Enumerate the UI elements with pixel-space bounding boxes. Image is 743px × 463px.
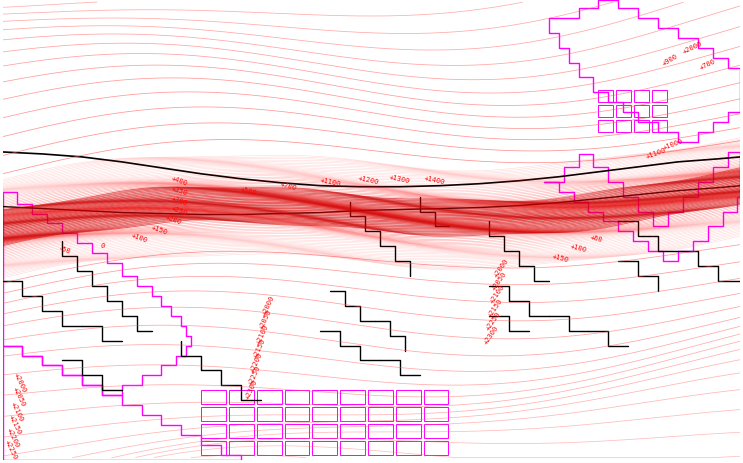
Bar bbox=[340, 441, 365, 455]
Bar bbox=[424, 407, 449, 421]
Text: +1000: +1000 bbox=[662, 138, 684, 150]
Bar bbox=[368, 441, 393, 455]
Bar bbox=[229, 407, 254, 421]
Bar bbox=[368, 407, 393, 421]
Bar bbox=[201, 407, 226, 421]
Text: +2000: +2000 bbox=[13, 371, 27, 393]
Text: +150: +150 bbox=[552, 253, 570, 263]
Bar bbox=[257, 441, 282, 455]
Bar bbox=[312, 407, 337, 421]
Bar bbox=[257, 424, 282, 438]
Bar bbox=[201, 441, 226, 455]
Bar bbox=[424, 441, 449, 455]
Bar bbox=[257, 390, 282, 404]
Text: +60: +60 bbox=[589, 234, 603, 243]
Bar bbox=[635, 120, 649, 132]
Text: +900: +900 bbox=[661, 53, 679, 66]
Text: +2150: +2150 bbox=[487, 297, 504, 318]
Bar bbox=[396, 441, 421, 455]
Bar bbox=[340, 390, 365, 404]
Bar bbox=[598, 105, 613, 117]
Text: +150: +150 bbox=[151, 225, 169, 236]
Bar bbox=[312, 441, 337, 455]
Bar bbox=[424, 390, 449, 404]
Text: +2150: +2150 bbox=[253, 338, 267, 359]
Bar bbox=[635, 90, 649, 102]
Bar bbox=[285, 441, 309, 455]
Text: +2300: +2300 bbox=[483, 324, 500, 345]
Bar bbox=[396, 407, 421, 421]
Bar bbox=[229, 424, 254, 438]
Text: +2250: +2250 bbox=[484, 310, 502, 331]
Bar bbox=[285, 424, 309, 438]
Text: +1100: +1100 bbox=[319, 178, 341, 188]
Bar bbox=[616, 105, 632, 117]
Text: +2000: +2000 bbox=[682, 40, 704, 55]
Text: +1300: +1300 bbox=[389, 174, 411, 184]
Bar bbox=[285, 390, 309, 404]
Text: +2050: +2050 bbox=[259, 309, 273, 331]
Bar bbox=[598, 90, 613, 102]
Text: +100: +100 bbox=[570, 243, 588, 253]
Text: +2300: +2300 bbox=[244, 378, 258, 400]
Text: +2100: +2100 bbox=[489, 283, 506, 304]
Bar bbox=[201, 390, 226, 404]
Bar bbox=[229, 441, 254, 455]
Text: +2000: +2000 bbox=[493, 258, 510, 279]
Bar bbox=[312, 424, 337, 438]
Text: +200: +200 bbox=[164, 215, 182, 226]
Text: -50: -50 bbox=[57, 245, 71, 255]
Bar bbox=[652, 105, 667, 117]
Bar bbox=[652, 120, 667, 132]
Bar bbox=[598, 120, 613, 132]
Bar bbox=[635, 105, 649, 117]
Text: +700: +700 bbox=[279, 181, 297, 192]
Text: +1200: +1200 bbox=[357, 175, 379, 186]
Bar bbox=[201, 424, 226, 438]
Bar bbox=[652, 90, 667, 102]
Text: +2150: +2150 bbox=[7, 414, 22, 436]
Text: +350: +350 bbox=[170, 185, 188, 196]
Text: +2050: +2050 bbox=[490, 270, 507, 292]
Text: +400: +400 bbox=[170, 175, 188, 187]
Bar bbox=[396, 424, 421, 438]
Bar bbox=[368, 424, 393, 438]
Bar bbox=[396, 390, 421, 404]
Text: +2250: +2250 bbox=[247, 364, 261, 386]
Text: +2100: +2100 bbox=[256, 324, 270, 345]
Bar bbox=[340, 407, 365, 421]
Text: +300: +300 bbox=[170, 195, 188, 206]
Text: +700: +700 bbox=[698, 58, 717, 71]
Text: +1100: +1100 bbox=[645, 148, 667, 160]
Text: +2250: +2250 bbox=[3, 439, 18, 461]
Bar bbox=[285, 407, 309, 421]
Bar bbox=[368, 390, 393, 404]
Text: +2050: +2050 bbox=[11, 386, 26, 408]
Bar bbox=[312, 390, 337, 404]
Bar bbox=[424, 424, 449, 438]
Text: +2000: +2000 bbox=[262, 295, 276, 317]
Text: +500: +500 bbox=[240, 187, 258, 197]
Bar bbox=[229, 390, 254, 404]
Text: +2100: +2100 bbox=[9, 401, 24, 423]
Text: +1400: +1400 bbox=[424, 175, 446, 186]
Text: +250: +250 bbox=[170, 205, 188, 216]
Text: +2200: +2200 bbox=[250, 351, 264, 373]
Text: +2200: +2200 bbox=[5, 427, 20, 449]
Text: +100: +100 bbox=[131, 232, 149, 244]
Bar bbox=[616, 90, 632, 102]
Text: 0: 0 bbox=[99, 243, 105, 250]
Bar bbox=[616, 120, 632, 132]
Bar bbox=[257, 407, 282, 421]
Bar bbox=[340, 424, 365, 438]
